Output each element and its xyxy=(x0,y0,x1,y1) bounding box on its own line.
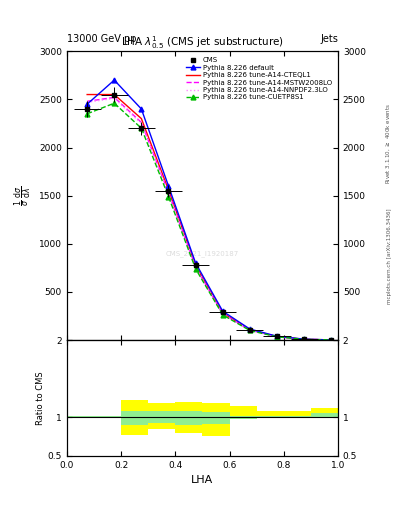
Pythia 8.226 tune-A14-NNPDF2.3LO xyxy=(166,190,171,196)
Pythia 8.226 default xyxy=(275,333,279,339)
Pythia 8.226 tune-A14-CTEQL1 xyxy=(220,310,225,316)
Pythia 8.226 tune-A14-MSTW2008LO xyxy=(329,337,334,343)
Pythia 8.226 tune-CUETP8S1 xyxy=(166,194,171,200)
Pythia 8.226 tune-A14-MSTW2008LO xyxy=(85,98,90,104)
Pythia 8.226 tune-CUETP8S1 xyxy=(193,266,198,272)
Text: CMS_2021_I1920187: CMS_2021_I1920187 xyxy=(166,250,239,257)
Pythia 8.226 tune-A14-NNPDF2.3LO xyxy=(85,99,90,105)
Pythia 8.226 tune-A14-CTEQL1 xyxy=(193,263,198,269)
Pythia 8.226 tune-CUETP8S1 xyxy=(139,125,144,131)
Pythia 8.226 tune-A14-CTEQL1 xyxy=(85,92,90,98)
Pythia 8.226 tune-A14-MSTW2008LO xyxy=(139,119,144,125)
Pythia 8.226 tune-CUETP8S1 xyxy=(302,336,307,343)
Pythia 8.226 tune-A14-MSTW2008LO xyxy=(220,311,225,317)
Pythia 8.226 default xyxy=(139,106,144,112)
Pythia 8.226 tune-CUETP8S1 xyxy=(275,334,279,340)
Pythia 8.226 tune-CUETP8S1 xyxy=(248,327,252,333)
Line: Pythia 8.226 default: Pythia 8.226 default xyxy=(85,78,334,343)
Pythia 8.226 tune-CUETP8S1 xyxy=(329,337,334,343)
Pythia 8.226 default xyxy=(302,336,307,342)
Pythia 8.226 tune-A14-CTEQL1 xyxy=(139,116,144,122)
Pythia 8.226 tune-A14-MSTW2008LO xyxy=(193,264,198,270)
Pythia 8.226 default xyxy=(85,101,90,107)
Pythia 8.226 tune-A14-CTEQL1 xyxy=(275,333,279,339)
Pythia 8.226 tune-A14-NNPDF2.3LO xyxy=(112,95,117,101)
Legend: CMS, Pythia 8.226 default, Pythia 8.226 tune-A14-CTEQL1, Pythia 8.226 tune-A14-M: CMS, Pythia 8.226 default, Pythia 8.226 … xyxy=(183,55,334,103)
Pythia 8.226 tune-A14-CTEQL1 xyxy=(302,336,307,343)
Title: LHA $\lambda^{1}_{0.5}$ (CMS jet substructure): LHA $\lambda^{1}_{0.5}$ (CMS jet substru… xyxy=(121,34,284,51)
Pythia 8.226 tune-A14-NNPDF2.3LO xyxy=(193,264,198,270)
Text: Jets: Jets xyxy=(320,33,338,44)
Pythia 8.226 default xyxy=(329,337,334,343)
Pythia 8.226 tune-A14-MSTW2008LO xyxy=(275,334,279,340)
Text: Rivet 3.1.10, $\geq$ 400k events: Rivet 3.1.10, $\geq$ 400k events xyxy=(385,103,392,184)
Pythia 8.226 tune-CUETP8S1 xyxy=(85,111,90,117)
X-axis label: LHA: LHA xyxy=(191,475,213,485)
Pythia 8.226 tune-A14-MSTW2008LO xyxy=(112,94,117,100)
Line: Pythia 8.226 tune-A14-NNPDF2.3LO: Pythia 8.226 tune-A14-NNPDF2.3LO xyxy=(87,98,331,340)
Pythia 8.226 default xyxy=(220,308,225,314)
Pythia 8.226 default xyxy=(193,260,198,266)
Text: 13000 GeV pp: 13000 GeV pp xyxy=(67,33,136,44)
Pythia 8.226 tune-A14-NNPDF2.3LO xyxy=(220,311,225,317)
Line: Pythia 8.226 tune-A14-MSTW2008LO: Pythia 8.226 tune-A14-MSTW2008LO xyxy=(87,97,331,340)
Pythia 8.226 tune-A14-MSTW2008LO xyxy=(166,189,171,196)
Pythia 8.226 tune-A14-NNPDF2.3LO xyxy=(329,337,334,343)
Pythia 8.226 tune-A14-CTEQL1 xyxy=(329,337,334,343)
Pythia 8.226 tune-A14-CTEQL1 xyxy=(112,92,117,98)
Pythia 8.226 tune-CUETP8S1 xyxy=(112,100,117,106)
Line: Pythia 8.226 tune-A14-CTEQL1: Pythia 8.226 tune-A14-CTEQL1 xyxy=(87,95,331,340)
Text: $\frac{1}{\sigma}\,\frac{\mathrm{d}\sigma}{\mathrm{d}\lambda}$: $\frac{1}{\sigma}\,\frac{\mathrm{d}\sigm… xyxy=(13,185,34,206)
Y-axis label: Ratio to CMS: Ratio to CMS xyxy=(36,371,45,425)
Line: Pythia 8.226 tune-CUETP8S1: Pythia 8.226 tune-CUETP8S1 xyxy=(85,101,334,343)
Pythia 8.226 tune-A14-MSTW2008LO xyxy=(248,327,252,333)
Pythia 8.226 tune-A14-NNPDF2.3LO xyxy=(139,120,144,126)
Pythia 8.226 tune-A14-NNPDF2.3LO xyxy=(302,336,307,343)
Pythia 8.226 tune-A14-CTEQL1 xyxy=(248,327,252,333)
Pythia 8.226 default xyxy=(166,183,171,189)
Pythia 8.226 tune-A14-NNPDF2.3LO xyxy=(248,327,252,333)
Pythia 8.226 tune-A14-NNPDF2.3LO xyxy=(275,334,279,340)
Pythia 8.226 tune-A14-CTEQL1 xyxy=(166,187,171,193)
Pythia 8.226 default xyxy=(248,326,252,332)
Text: mcplots.cern.ch [arXiv:1306.3436]: mcplots.cern.ch [arXiv:1306.3436] xyxy=(387,208,392,304)
Pythia 8.226 tune-A14-MSTW2008LO xyxy=(302,336,307,343)
Pythia 8.226 default xyxy=(112,77,117,83)
Pythia 8.226 tune-CUETP8S1 xyxy=(220,312,225,318)
